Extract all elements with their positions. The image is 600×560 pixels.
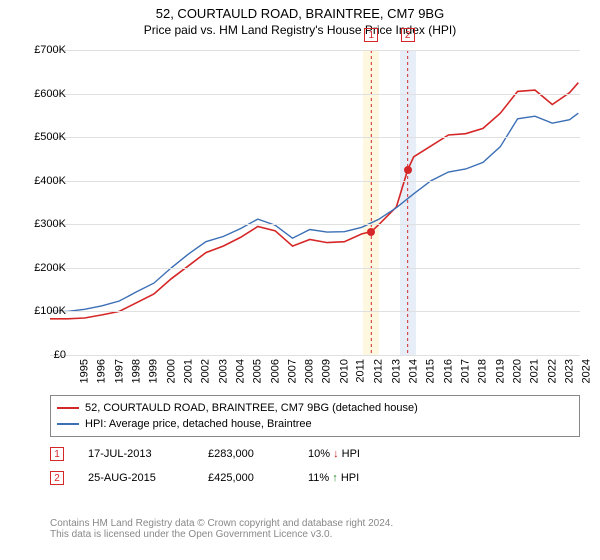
x-axis-label: 1999 <box>148 359 160 383</box>
x-axis-label: 2006 <box>269 359 281 383</box>
gridline <box>50 311 580 312</box>
event-row-badge: 2 <box>50 471 64 485</box>
x-axis-label: 2020 <box>511 359 523 383</box>
x-axis-label: 2018 <box>477 359 489 383</box>
legend-swatch <box>57 407 79 409</box>
x-axis-label: 2023 <box>563 359 575 383</box>
series-line <box>50 83 578 319</box>
x-axis-label: 2001 <box>182 359 194 383</box>
gridline <box>50 94 580 95</box>
event-price: £283,000 <box>208 448 308 460</box>
event-date: 25-AUG-2015 <box>88 472 208 484</box>
legend-item: 52, COURTAULD ROAD, BRAINTREE, CM7 9BG (… <box>57 400 573 416</box>
x-axis-label: 2003 <box>217 359 229 383</box>
legend: 52, COURTAULD ROAD, BRAINTREE, CM7 9BG (… <box>50 395 580 437</box>
event-date: 17-JUL-2013 <box>88 448 208 460</box>
x-axis-label: 2021 <box>529 359 541 383</box>
event-row-badge: 1 <box>50 447 64 461</box>
series-line <box>50 113 578 311</box>
event-row: 2 25-AUG-2015£425,00011% ↑ HPI <box>50 468 580 488</box>
gridline <box>50 137 580 138</box>
footer: Contains HM Land Registry data © Crown c… <box>50 518 580 540</box>
chart-header: 52, COURTAULD ROAD, BRAINTREE, CM7 9BG P… <box>0 0 600 37</box>
x-axis-label: 2002 <box>200 359 212 383</box>
event-badge: 2 <box>401 28 415 42</box>
chart-lines <box>50 50 580 355</box>
x-axis-label: 1998 <box>130 359 142 383</box>
chart-subtitle: Price paid vs. HM Land Registry's House … <box>0 23 600 37</box>
event-delta: 11% ↑ HPI <box>308 472 428 484</box>
x-axis-label: 2005 <box>252 359 264 383</box>
y-axis-label: £500K <box>21 131 66 143</box>
event-delta: 10% ↓ HPI <box>308 448 428 460</box>
y-axis-label: £0 <box>21 349 66 361</box>
legend-label: 52, COURTAULD ROAD, BRAINTREE, CM7 9BG (… <box>85 402 418 414</box>
x-axis-label: 1997 <box>113 359 125 383</box>
x-axis-label: 1996 <box>96 359 108 383</box>
event-badge: 1 <box>364 28 378 42</box>
arrow-down-icon: ↓ <box>333 448 339 460</box>
gridline <box>50 355 580 356</box>
x-axis-label: 1995 <box>78 359 90 383</box>
event-table: 1 17-JUL-2013£283,00010% ↓ HPI 2 25-AUG-201… <box>50 440 580 488</box>
x-axis-label: 2015 <box>425 359 437 383</box>
y-axis-label: £100K <box>21 305 66 317</box>
x-axis-label: 2014 <box>408 359 420 383</box>
x-axis-label: 2011 <box>355 359 367 383</box>
x-axis-label: 2000 <box>165 359 177 383</box>
chart-title: 52, COURTAULD ROAD, BRAINTREE, CM7 9BG <box>0 6 600 21</box>
chart-plot-area: 12 <box>50 50 580 355</box>
gridline <box>50 181 580 182</box>
legend-item: HPI: Average price, detached house, Brai… <box>57 416 573 432</box>
x-axis-label: 2008 <box>304 359 316 383</box>
gridline <box>50 268 580 269</box>
x-axis-label: 2019 <box>494 359 506 383</box>
x-axis-label: 2022 <box>546 359 558 383</box>
gridline <box>50 50 580 51</box>
arrow-up-icon: ↑ <box>332 472 338 484</box>
footer-line-2: This data is licensed under the Open Gov… <box>50 529 580 540</box>
event-price: £425,000 <box>208 472 308 484</box>
legend-label: HPI: Average price, detached house, Brai… <box>85 418 312 430</box>
event-row: 1 17-JUL-2013£283,00010% ↓ HPI <box>50 444 580 464</box>
legend-swatch <box>57 423 79 425</box>
y-axis-label: £300K <box>21 218 66 230</box>
x-axis-label: 2012 <box>373 359 385 383</box>
x-axis-label: 2016 <box>442 359 454 383</box>
event-point <box>367 228 375 236</box>
x-axis-label: 2010 <box>338 359 350 383</box>
x-axis-label: 2009 <box>321 359 333 383</box>
x-axis-label: 2017 <box>460 359 472 383</box>
footer-line-1: Contains HM Land Registry data © Crown c… <box>50 518 580 529</box>
x-axis-label: 2013 <box>390 359 402 383</box>
gridline <box>50 224 580 225</box>
x-axis-label: 2007 <box>286 359 298 383</box>
y-axis-label: £600K <box>21 88 66 100</box>
y-axis-label: £700K <box>21 44 66 56</box>
y-axis-label: £200K <box>21 262 66 274</box>
y-axis-label: £400K <box>21 175 66 187</box>
x-axis-label: 2004 <box>234 359 246 383</box>
event-point <box>404 166 412 174</box>
x-axis-label: 2024 <box>581 359 593 383</box>
